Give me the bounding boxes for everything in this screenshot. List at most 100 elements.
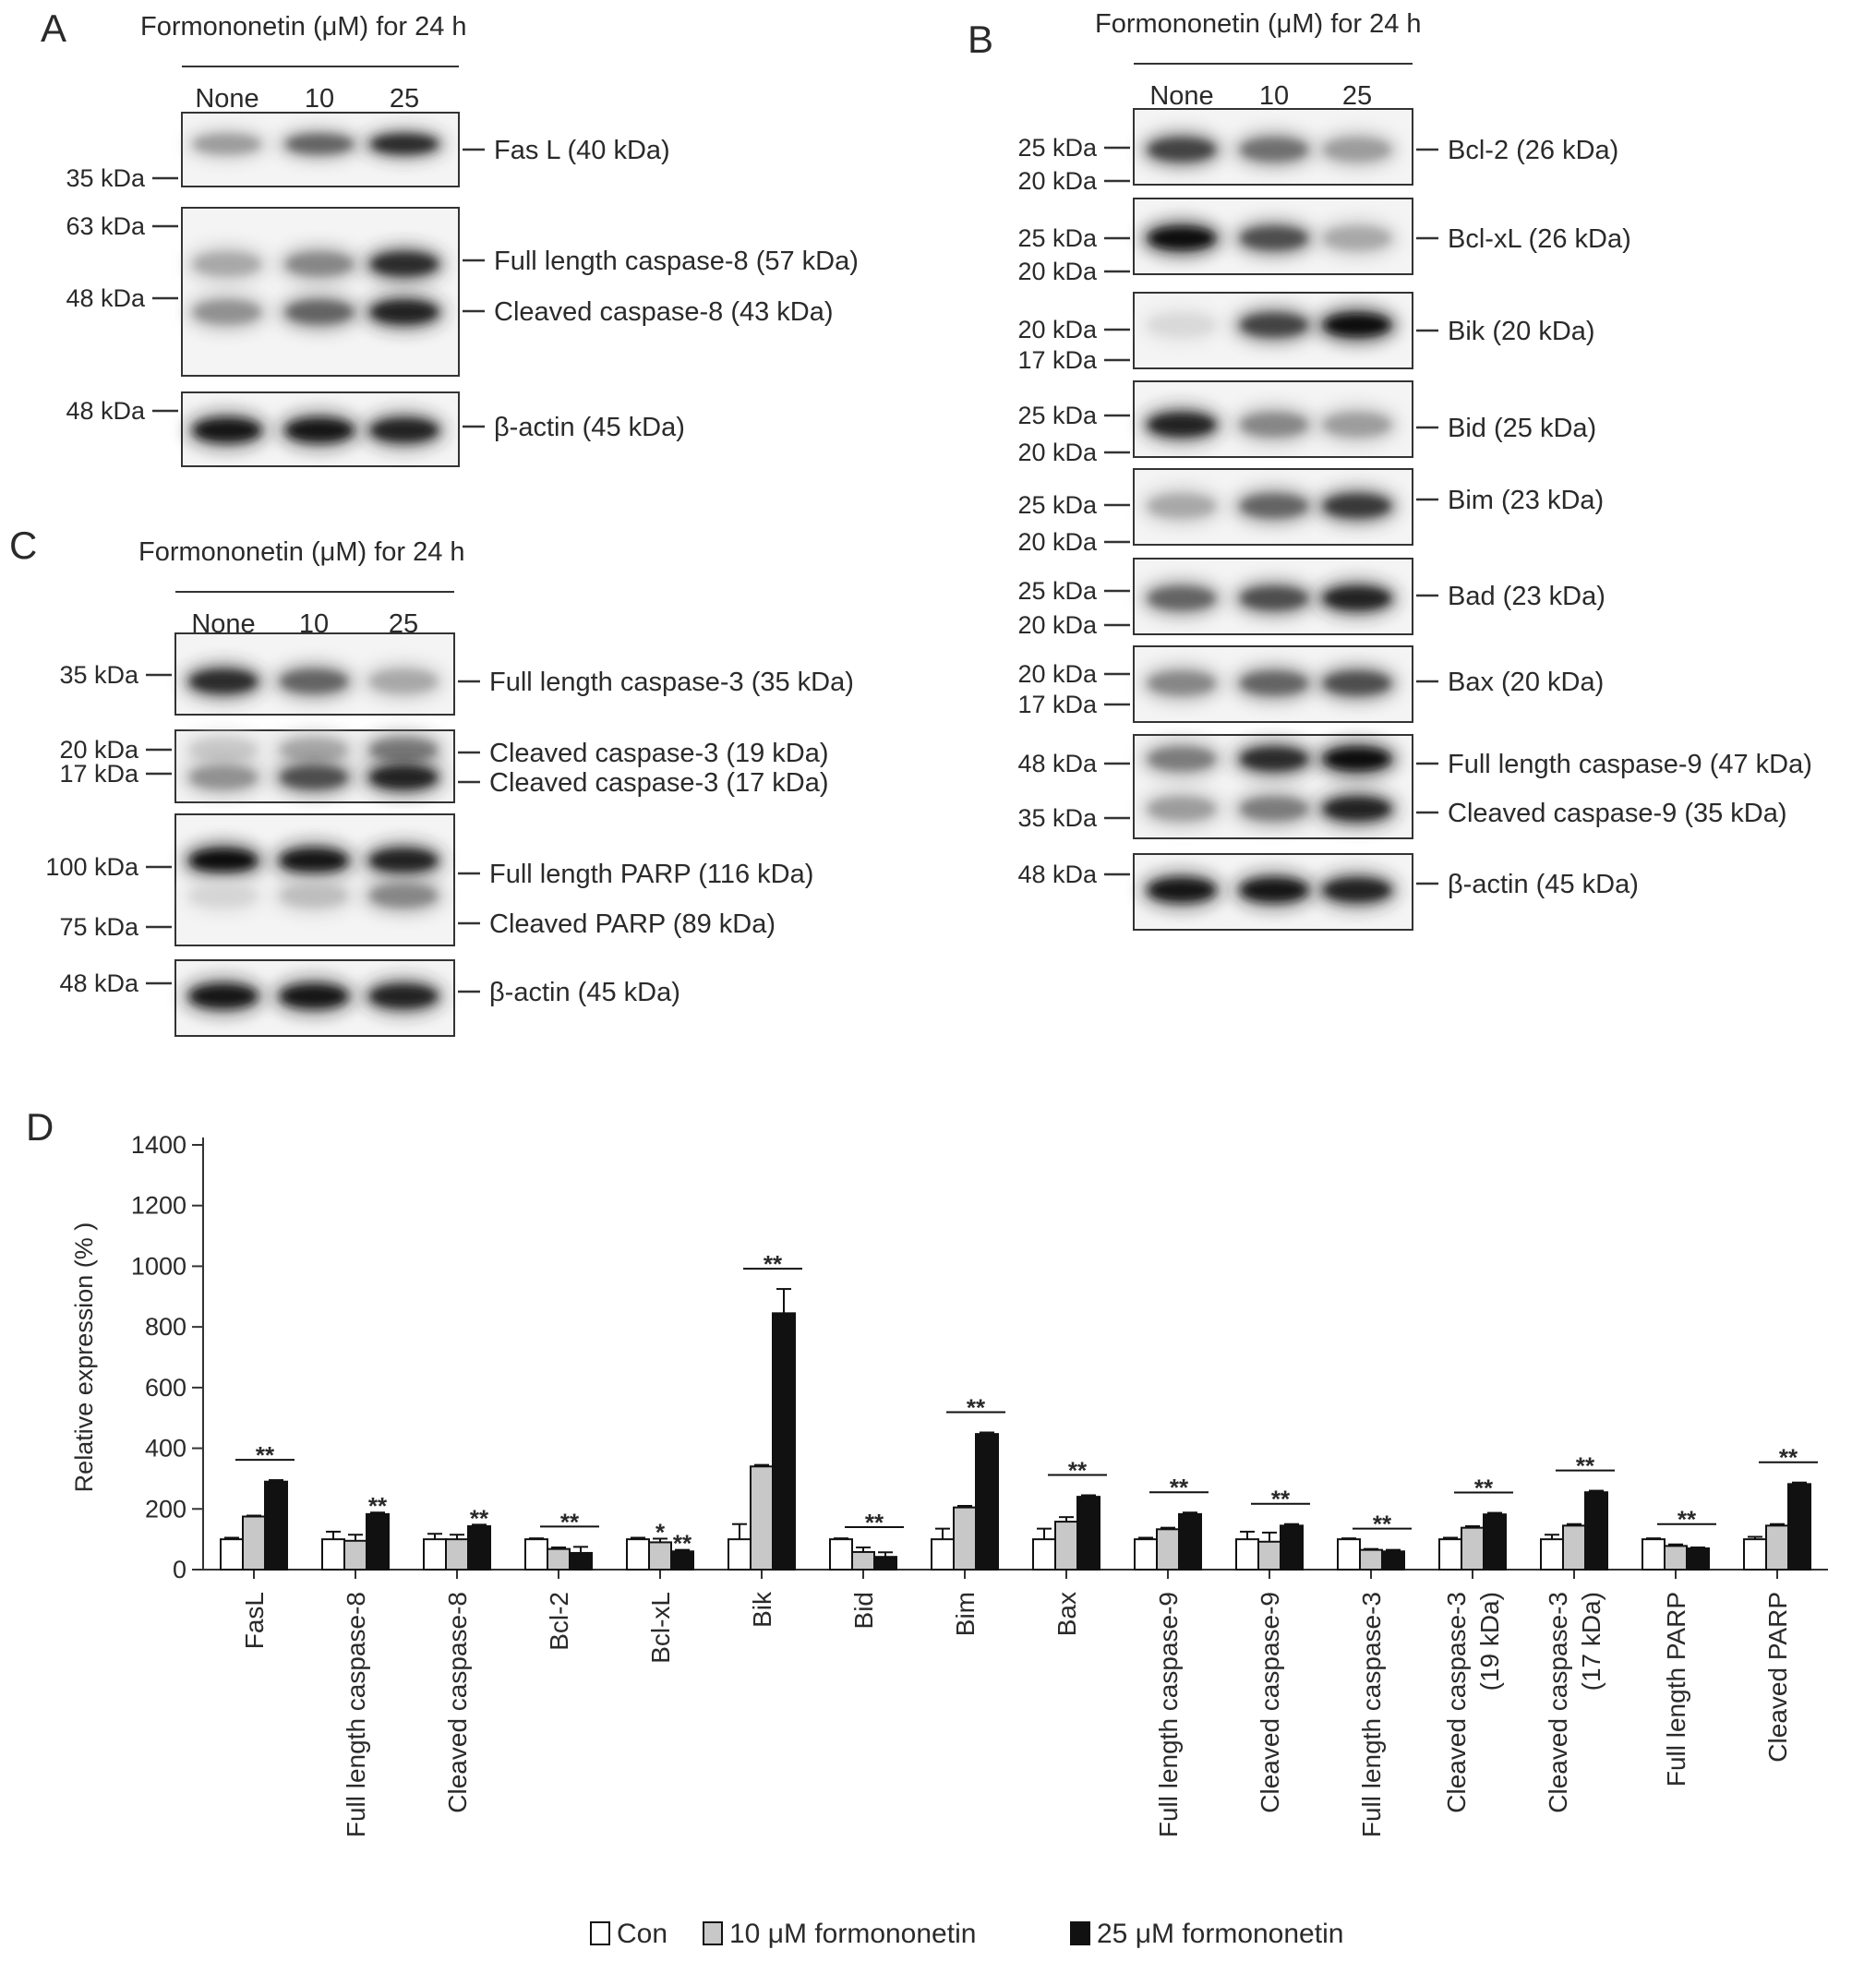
protein-band xyxy=(370,885,437,907)
panel-letter: C xyxy=(9,524,37,567)
mw-marker: 20 kDa xyxy=(59,736,139,764)
category-label: Full length PARP xyxy=(1662,1592,1690,1787)
band-label: Bid (25 kDa) xyxy=(1448,414,1596,443)
y-tick-label: 200 xyxy=(145,1495,186,1523)
lane-label: 25 xyxy=(390,84,419,114)
mw-marker: 25 kDa xyxy=(1017,224,1098,252)
category-label: Bcl-xL xyxy=(646,1592,675,1664)
bar-2 xyxy=(670,1550,694,1571)
bar-0 xyxy=(1540,1538,1564,1571)
protein-band xyxy=(1324,227,1390,249)
band-label: β-actin (45 kDa) xyxy=(489,978,680,1007)
band-label: Cleaved caspase-3 (19 kDa) xyxy=(489,739,829,768)
category-label: Cleaved caspase-3 xyxy=(1544,1592,1572,1813)
mw-marker: 20 kDa xyxy=(1017,528,1098,556)
category-label: (19 kDa) xyxy=(1475,1592,1504,1691)
lane-label: None xyxy=(195,84,259,114)
bar-0 xyxy=(1032,1538,1056,1571)
protein-band xyxy=(371,253,438,275)
band-label: Bcl-xL (26 kDa) xyxy=(1448,224,1631,254)
band-label: β-actin (45 kDa) xyxy=(1448,870,1639,899)
bar-0 xyxy=(1235,1538,1259,1571)
bar-0 xyxy=(829,1538,853,1571)
significance-marker: ** xyxy=(1678,1506,1697,1534)
protein-band xyxy=(370,985,437,1007)
bar-2 xyxy=(975,1433,999,1571)
protein-band xyxy=(1324,672,1390,694)
protein-band xyxy=(1324,879,1390,901)
legend-label: Con xyxy=(617,1919,667,1949)
bar-1 xyxy=(1461,1526,1485,1571)
category-label: Bik xyxy=(748,1591,776,1628)
band-label: Bim (23 kDa) xyxy=(1448,486,1604,515)
y-axis-label: Relative expression (% ) xyxy=(70,1222,98,1493)
bar-0 xyxy=(1134,1538,1158,1571)
mw-marker: 48 kDa xyxy=(1017,750,1098,777)
lane-label: None xyxy=(1149,81,1213,111)
protein-band xyxy=(281,849,347,872)
mw-marker: 35 kDa xyxy=(66,164,146,192)
bar-2 xyxy=(1686,1547,1710,1571)
category-label: Cleaved caspase-9 xyxy=(1256,1592,1284,1813)
protein-band xyxy=(1324,314,1390,336)
bar-0 xyxy=(321,1538,345,1571)
significance-marker: ** xyxy=(1170,1474,1189,1501)
protein-band xyxy=(1241,879,1307,901)
mw-marker: 20 kDa xyxy=(1017,660,1098,688)
band-label: Fas L (40 kDa) xyxy=(494,136,670,165)
bar-1 xyxy=(648,1541,672,1571)
category-label: FasL xyxy=(240,1592,269,1649)
category-label: (17 kDa) xyxy=(1577,1592,1605,1691)
protein-band xyxy=(1241,314,1307,336)
category-label: Cleaved PARP xyxy=(1763,1592,1792,1763)
mw-marker: 35 kDa xyxy=(59,661,139,689)
mw-marker: 20 kDa xyxy=(1017,611,1098,639)
protein-band xyxy=(1148,314,1215,336)
protein-band xyxy=(1148,748,1215,770)
significance-marker: ** xyxy=(1271,1486,1291,1513)
protein-band xyxy=(1148,227,1215,249)
protein-band xyxy=(1241,138,1307,161)
bar-1 xyxy=(1664,1545,1688,1571)
protein-band xyxy=(1148,672,1215,694)
protein-band xyxy=(371,135,438,153)
y-tick-label: 1400 xyxy=(131,1131,186,1159)
mw-marker: 75 kDa xyxy=(59,913,139,941)
y-tick-label: 1000 xyxy=(131,1252,186,1280)
legend-swatch xyxy=(703,1921,723,1945)
legend-label: 25 μM formononetin xyxy=(1097,1919,1343,1949)
protein-band xyxy=(1241,748,1307,770)
bar-2 xyxy=(1381,1550,1405,1571)
significance-marker: ** xyxy=(673,1530,692,1558)
bar-1 xyxy=(445,1538,469,1571)
bar-1 xyxy=(1257,1540,1281,1571)
protein-band xyxy=(370,670,437,692)
mw-marker: 48 kDa xyxy=(1017,861,1098,888)
mw-marker: 25 kDa xyxy=(1017,491,1098,519)
significance-marker: ** xyxy=(764,1250,783,1278)
protein-band xyxy=(1324,798,1390,820)
mw-marker: 48 kDa xyxy=(59,969,139,997)
panel-a: A Formononetin (μM) for 24 h None 10 25 Fas L… xyxy=(41,6,859,467)
bar-2 xyxy=(467,1525,491,1571)
mw-marker: 63 kDa xyxy=(66,212,146,240)
significance-marker: ** xyxy=(1576,1452,1595,1480)
protein-band xyxy=(1148,798,1215,820)
significance-marker: ** xyxy=(865,1509,884,1536)
legend-swatch xyxy=(590,1921,610,1945)
bar-0 xyxy=(220,1538,244,1571)
bar-1 xyxy=(1562,1524,1586,1571)
panel-d-bar-chart: D 0 200 400 600 800 1000 1200 1400 Relative expre… xyxy=(26,1105,1828,1949)
bar-2 xyxy=(1584,1491,1608,1571)
protein-band xyxy=(1241,414,1307,436)
significance-marker: ** xyxy=(368,1492,388,1520)
bar-2 xyxy=(873,1556,897,1571)
band-label: Cleaved caspase-9 (35 kDa) xyxy=(1448,799,1787,828)
category-label: Cleaved caspase-8 xyxy=(443,1592,472,1813)
treatment-header: Formononetin (μM) for 24 h xyxy=(1095,9,1422,39)
protein-band xyxy=(1324,414,1390,436)
significance-marker: ** xyxy=(470,1504,489,1532)
bar-1 xyxy=(242,1515,266,1571)
protein-band xyxy=(286,253,353,275)
